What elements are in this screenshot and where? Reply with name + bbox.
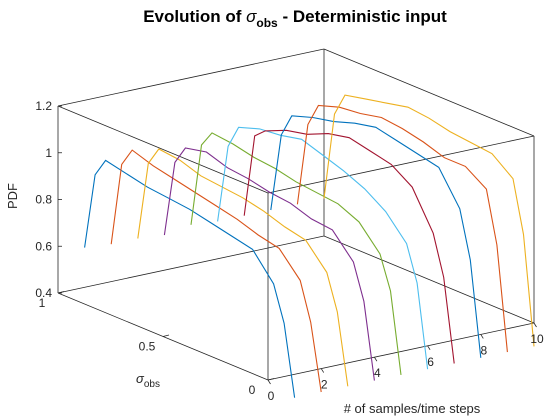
back-floor-edge xyxy=(57,235,325,294)
x-tick-mark xyxy=(427,345,431,351)
y-axis-label: σobs xyxy=(136,371,160,390)
left-top-edge xyxy=(57,105,269,194)
x-tick-mark xyxy=(374,356,378,362)
series-line-2 xyxy=(110,149,322,393)
z-tick-label: 0.6 xyxy=(35,239,52,253)
x-tick-mark xyxy=(480,334,484,339)
x-tick-label: 8 xyxy=(480,343,487,357)
z-tick-label: 1 xyxy=(45,146,52,160)
right-floor-edge xyxy=(323,235,535,324)
x-axis-label: # of samples/time steps xyxy=(344,401,481,416)
series-line-7 xyxy=(243,129,455,364)
chart-title-symbol: σ xyxy=(246,7,257,26)
series-line-1 xyxy=(84,159,296,398)
series-line-10 xyxy=(323,94,535,347)
y-tick-label: 0.5 xyxy=(139,340,156,354)
axes-box xyxy=(57,48,535,381)
right-top-edge xyxy=(323,48,535,137)
x-tick-label: 10 xyxy=(530,332,544,346)
x-tick-mark xyxy=(320,368,325,373)
chart-title-subscript: obs xyxy=(256,16,278,30)
z-axis-label: PDF xyxy=(5,183,20,209)
series-line-5 xyxy=(190,132,402,375)
x-tick-mark xyxy=(533,322,537,328)
y-axis-label-symbol: σ xyxy=(136,371,145,386)
series-line-3 xyxy=(137,148,349,387)
series-line-6 xyxy=(217,126,429,370)
y-tick-label: 0 xyxy=(249,383,256,397)
z-tick-label: 0.4 xyxy=(35,286,52,300)
x-tick-label: 2 xyxy=(321,378,328,392)
x-tick-label: 4 xyxy=(374,366,381,380)
y-tick-mark xyxy=(267,378,275,381)
x-tick-label: 0 xyxy=(268,389,275,403)
x-tick-label: 6 xyxy=(427,355,434,369)
front-top-edge xyxy=(267,135,535,194)
series-line-8 xyxy=(270,115,482,358)
x-tick-mark xyxy=(267,379,271,385)
y-tick-mark xyxy=(162,334,170,337)
z-tick-label: 0.8 xyxy=(35,193,52,207)
series-group xyxy=(84,94,535,398)
chart-title-suffix: - Deterministic input xyxy=(278,7,447,26)
z-tick-label: 1.2 xyxy=(35,99,52,113)
back-top-edge xyxy=(57,48,325,107)
y-axis-label-subscript: obs xyxy=(144,379,160,390)
series-line-9 xyxy=(296,104,508,353)
y-tick-label: 1 xyxy=(39,296,46,310)
x-axis-line xyxy=(267,322,535,381)
series-line-4 xyxy=(163,147,375,381)
chart-title-prefix: Evolution of xyxy=(143,7,246,26)
chart-title: Evolution of σobs - Deterministic input xyxy=(143,7,447,30)
